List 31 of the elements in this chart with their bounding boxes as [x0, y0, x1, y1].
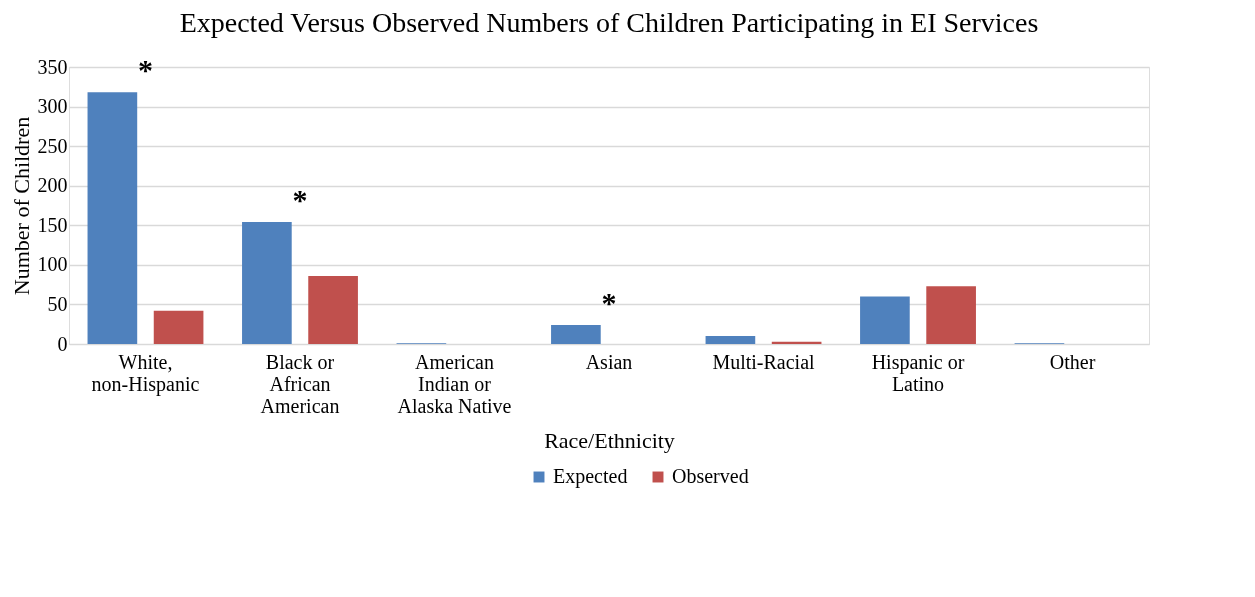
bar: [153, 310, 204, 344]
y-tick-label: 50: [47, 292, 68, 315]
x-tick-label: White, non-Hispanic: [91, 350, 200, 396]
x-axis-title: Race/Ethnicity: [544, 427, 675, 453]
bar: [242, 222, 292, 344]
y-tick-label: 350: [37, 55, 68, 78]
bar: [551, 325, 601, 344]
x-tick-label: Multi-Racial: [712, 350, 816, 373]
y-tick-label: 300: [37, 95, 68, 118]
y-tick-label: 250: [37, 134, 68, 157]
legend-label: Observed: [672, 465, 749, 487]
chart-title: Expected Versus Observed Numbers of Children Participating in EI Services: [179, 7, 1039, 39]
bar: [87, 92, 138, 344]
y-axis-title: Number of Children: [8, 116, 34, 296]
annotation: *: [292, 183, 308, 217]
legend-label: Expected: [553, 465, 628, 488]
annotation: *: [137, 53, 153, 87]
y-tick-label: 200: [37, 174, 68, 197]
y-tick-label: 150: [37, 213, 68, 236]
bar: [926, 286, 976, 344]
x-tick-label: American Indian or Alaska Native: [397, 350, 512, 417]
x-tick-label: Black or African American: [260, 350, 340, 417]
x-tick-label: Hispanic or Latino: [871, 350, 965, 395]
x-tick-label: Other: [1049, 350, 1096, 373]
y-tick-label: 100: [37, 253, 68, 276]
x-tick-label: Asian: [585, 350, 633, 373]
bar: [705, 336, 756, 344]
y-tick-label: 0: [57, 332, 68, 355]
bar: [860, 296, 910, 344]
annotation: *: [601, 286, 617, 320]
bar: [308, 275, 358, 344]
